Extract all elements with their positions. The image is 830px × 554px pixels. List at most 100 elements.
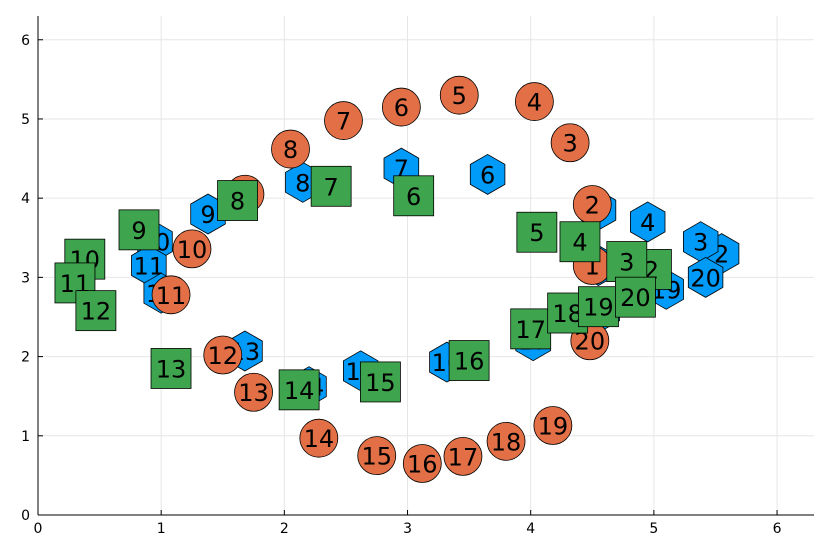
- circle-marker: [550, 123, 590, 163]
- square-point-5: 5: [516, 211, 558, 253]
- point-label: 6: [406, 183, 421, 211]
- circle-point-10: 10: [172, 229, 212, 269]
- square-point-16: 16: [448, 340, 490, 381]
- circle-marker: [533, 406, 573, 445]
- square-point-13: 13: [150, 348, 192, 389]
- square-marker: [578, 286, 619, 328]
- square-point-9: 9: [118, 209, 160, 251]
- point-label: 6: [480, 161, 495, 189]
- square-marker: [516, 211, 558, 253]
- point-label: 20: [690, 264, 721, 292]
- point-label: 9: [131, 217, 146, 245]
- square-point-7: 7: [310, 165, 352, 207]
- circle-point-13: 13: [234, 372, 273, 412]
- square-marker: [310, 165, 352, 207]
- circle-point-5: 5: [439, 75, 479, 115]
- circle-marker: [402, 444, 442, 483]
- point-label: 15: [361, 443, 392, 471]
- point-label: 7: [324, 173, 339, 201]
- x-tick-label: 1: [157, 521, 166, 537]
- circle-marker: [439, 75, 479, 115]
- point-label: 12: [207, 342, 238, 370]
- circle-point-4: 4: [514, 82, 554, 121]
- square-point-19: 19: [578, 286, 619, 328]
- circle-point-16: 16: [402, 444, 442, 483]
- point-label: 7: [336, 108, 351, 136]
- circle-marker: [324, 101, 363, 140]
- x-tick-label: 4: [526, 521, 535, 537]
- point-label: 8: [283, 136, 298, 164]
- circle-marker: [151, 275, 191, 315]
- hexagon-point-9: 9: [190, 193, 226, 235]
- hexagon-point-4: 4: [630, 201, 666, 243]
- point-label: 4: [527, 89, 542, 117]
- square-point-17: 17: [510, 308, 552, 350]
- circle-point-14: 14: [299, 418, 339, 458]
- x-tick-label: 6: [773, 521, 782, 537]
- data-points: 1234567891011121314151617181920123456789…: [54, 75, 740, 483]
- circle-marker: [486, 421, 526, 461]
- point-label: 11: [156, 282, 187, 310]
- square-marker: [510, 308, 552, 350]
- circle-point-3: 3: [550, 123, 590, 163]
- point-label: 5: [452, 82, 467, 110]
- point-label: 10: [177, 236, 208, 264]
- square-marker: [217, 180, 258, 221]
- square-marker: [393, 175, 435, 217]
- point-label: 12: [81, 298, 112, 326]
- point-label: 15: [365, 369, 396, 397]
- circle-marker: [234, 372, 273, 412]
- point-label: 19: [538, 412, 569, 440]
- point-label: 18: [552, 300, 583, 328]
- circle-marker: [514, 82, 554, 121]
- series-circle: 1234567891011121314151617181920: [151, 75, 612, 483]
- y-tick-label: 5: [21, 112, 30, 128]
- y-tick-label: 1: [21, 429, 30, 445]
- circle-point-19: 19: [533, 406, 573, 445]
- hexagon-marker: [469, 153, 506, 195]
- circle-marker: [299, 418, 339, 458]
- y-tick-label: 6: [21, 33, 30, 49]
- square-marker: [448, 340, 490, 381]
- point-label: 13: [156, 355, 187, 383]
- point-label: 3: [619, 249, 634, 277]
- square-marker: [75, 290, 117, 332]
- square-marker: [118, 209, 160, 251]
- point-label: 13: [238, 379, 269, 407]
- circle-marker: [172, 229, 212, 269]
- point-label: 4: [572, 229, 587, 257]
- square-point-15: 15: [360, 361, 401, 403]
- y-tick-label: 2: [21, 350, 30, 366]
- y-tick-label: 0: [21, 508, 30, 524]
- point-label: 16: [407, 451, 438, 479]
- circle-marker: [271, 129, 310, 169]
- point-label: 8: [230, 188, 245, 216]
- circle-marker: [381, 87, 421, 127]
- series-square: 1234567891011121314151617181920: [54, 165, 672, 411]
- square-point-6: 6: [393, 175, 435, 217]
- hexagon-point-6: 6: [469, 153, 506, 195]
- point-label: 5: [529, 219, 544, 247]
- square-point-4: 4: [559, 221, 601, 263]
- point-label: 19: [583, 294, 614, 322]
- square-marker: [360, 361, 401, 403]
- square-point-20: 20: [614, 276, 656, 318]
- point-label: 6: [394, 94, 409, 122]
- circle-marker: [357, 436, 397, 475]
- square-point-3: 3: [606, 241, 648, 282]
- circle-point-12: 12: [203, 335, 243, 375]
- square-marker: [150, 348, 192, 389]
- point-label: 18: [491, 428, 522, 456]
- x-tick-label: 5: [649, 521, 658, 537]
- circle-marker: [443, 436, 483, 476]
- axes: [37, 16, 814, 516]
- square-point-8: 8: [217, 180, 258, 221]
- x-tick-label: 2: [280, 521, 289, 537]
- point-label: 8: [295, 169, 310, 197]
- square-marker: [614, 276, 656, 318]
- circle-marker: [203, 335, 243, 375]
- hexagon-point-3: 3: [683, 221, 719, 263]
- point-label: 20: [620, 284, 651, 312]
